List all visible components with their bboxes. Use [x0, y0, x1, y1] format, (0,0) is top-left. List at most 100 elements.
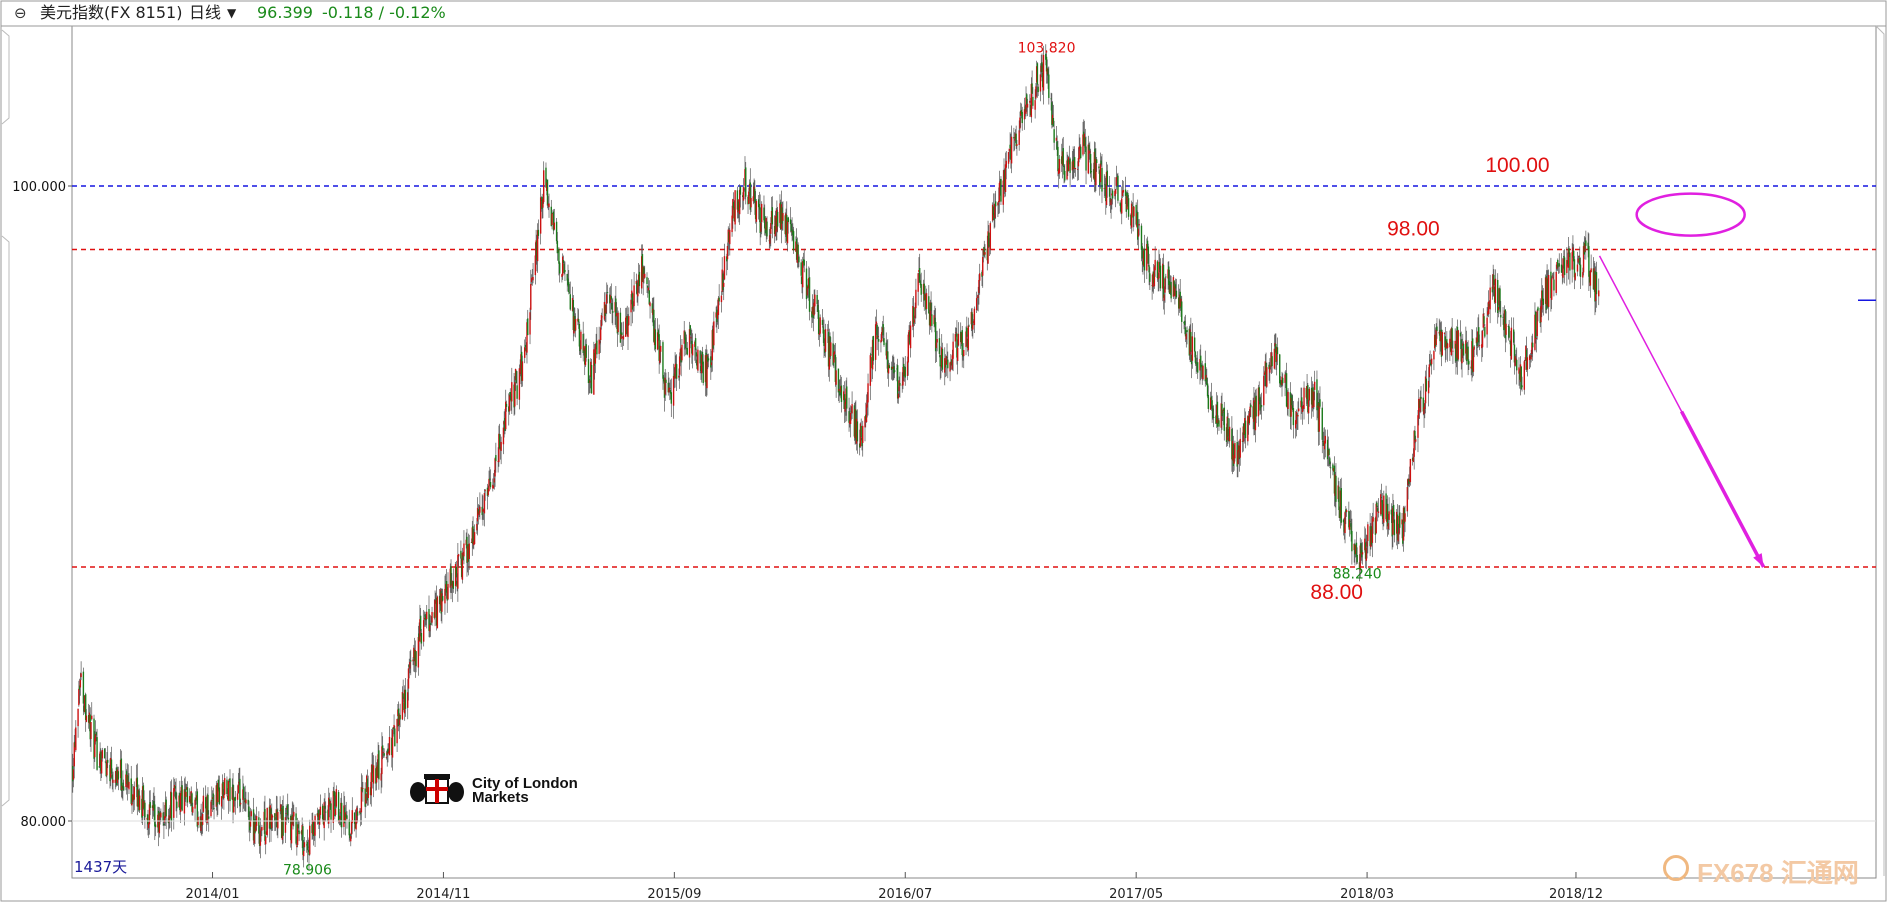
- candle: [1440, 329, 1443, 357]
- candle: [983, 246, 985, 256]
- candle: [780, 204, 783, 230]
- candle: [1121, 190, 1124, 197]
- candle: [1009, 144, 1011, 149]
- candle: [635, 280, 638, 284]
- candle: [1127, 192, 1129, 198]
- candle: [892, 366, 894, 370]
- candle: [1476, 338, 1478, 346]
- candle: [285, 813, 287, 814]
- candle: [802, 259, 805, 264]
- candle: [1370, 526, 1373, 545]
- candle: [1530, 355, 1532, 360]
- candle: [1377, 511, 1380, 513]
- candle: [654, 329, 657, 350]
- candle: [90, 722, 92, 740]
- candle: [508, 406, 510, 412]
- candle: [632, 306, 635, 308]
- candle: [1534, 314, 1536, 350]
- candle: [516, 385, 518, 399]
- candle: [499, 446, 502, 450]
- candle: [1010, 147, 1012, 160]
- candle: [89, 714, 91, 740]
- candle: [1557, 265, 1560, 267]
- candle: [640, 256, 643, 289]
- candle: [1553, 279, 1555, 291]
- candle: [1540, 306, 1542, 323]
- candle: [1013, 137, 1015, 139]
- candle: [176, 801, 178, 809]
- candle: [742, 195, 744, 197]
- candle: [1301, 405, 1304, 413]
- target-ellipse: [1635, 192, 1746, 237]
- candle: [388, 737, 391, 756]
- candle: [1250, 404, 1252, 408]
- candle: [1101, 167, 1103, 192]
- candle: [1032, 96, 1034, 106]
- candle: [760, 203, 763, 223]
- candle: [1525, 345, 1527, 361]
- candle: [221, 783, 224, 795]
- candle: [604, 304, 606, 317]
- candle: [110, 757, 112, 778]
- candle: [862, 425, 864, 443]
- candle: [1212, 417, 1215, 418]
- candle: [864, 416, 866, 428]
- candle: [216, 784, 218, 806]
- candle: [1051, 114, 1054, 125]
- candle: [367, 787, 369, 799]
- candle: [354, 823, 357, 829]
- candle: [556, 240, 559, 254]
- candle: [712, 328, 714, 349]
- candle: [505, 403, 508, 407]
- candle: [343, 805, 345, 827]
- candle: [255, 824, 257, 832]
- candle: [1557, 259, 1559, 268]
- candle: [277, 811, 279, 829]
- candle: [981, 271, 983, 277]
- candle: [238, 781, 240, 784]
- candle: [648, 290, 650, 305]
- candle: [643, 267, 645, 274]
- candle: [1165, 276, 1167, 278]
- candle: [1168, 281, 1171, 294]
- candle: [552, 211, 555, 231]
- candle: [1084, 137, 1086, 148]
- candle: [972, 321, 975, 323]
- candle: [1588, 274, 1591, 283]
- chevron-down-icon[interactable]: ▼: [227, 6, 237, 20]
- left-scroll-handle: [1, 235, 10, 807]
- candle: [659, 349, 661, 363]
- candle: [1117, 175, 1119, 201]
- candle: [1465, 340, 1467, 354]
- candle: [1531, 342, 1534, 348]
- link-icon[interactable]: ⊖: [14, 4, 27, 22]
- candle: [931, 314, 933, 326]
- candle: [1082, 134, 1084, 155]
- candle: [1169, 284, 1172, 293]
- candle: [619, 312, 622, 343]
- candle: [1402, 520, 1404, 544]
- candle: [945, 356, 947, 365]
- candle: [296, 824, 299, 845]
- candle: [977, 294, 979, 298]
- candle: [133, 786, 135, 800]
- candle: [738, 189, 741, 215]
- candle: [529, 312, 531, 335]
- candle: [1046, 68, 1048, 75]
- candle: [711, 330, 714, 361]
- candle: [1509, 340, 1511, 342]
- candle: [300, 831, 303, 834]
- candle: [130, 778, 132, 804]
- candle: [1374, 517, 1377, 535]
- candle: [391, 729, 394, 758]
- candle: [1026, 94, 1028, 105]
- candle: [1339, 509, 1341, 519]
- candle: [242, 786, 245, 799]
- candle: [351, 810, 353, 824]
- candle: [603, 301, 606, 320]
- candle: [195, 795, 198, 801]
- candle: [1068, 159, 1071, 163]
- candle: [423, 617, 426, 620]
- period-selector[interactable]: 日线: [189, 3, 222, 22]
